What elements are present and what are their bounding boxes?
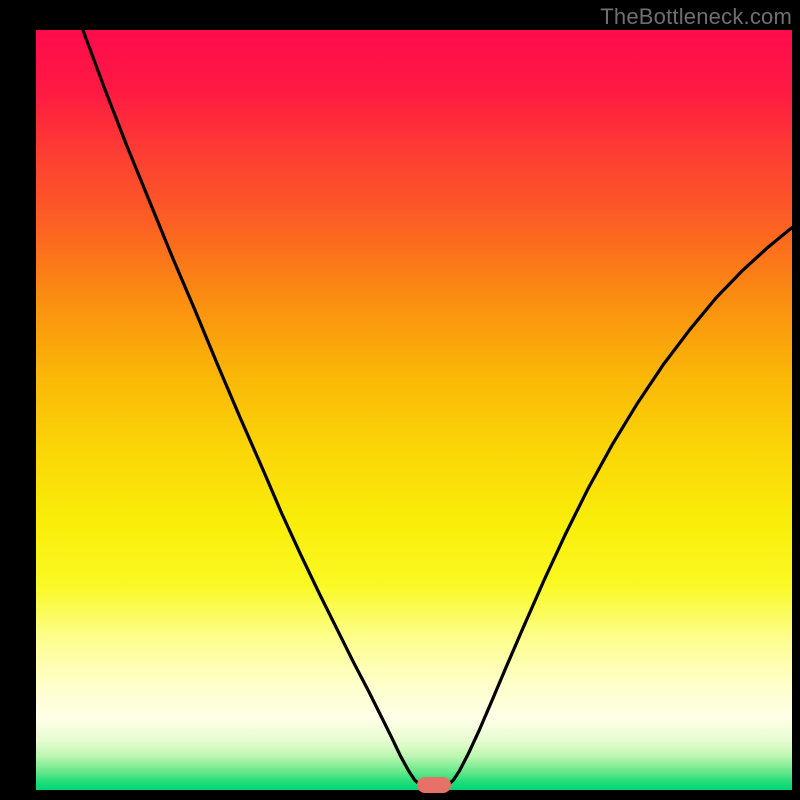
curve-layer xyxy=(36,30,792,790)
plot-area xyxy=(36,30,792,790)
bottleneck-curve-right xyxy=(448,228,792,785)
chart-container: TheBottleneck.com xyxy=(0,0,800,800)
optimum-marker xyxy=(417,777,451,793)
bottleneck-curve-left xyxy=(83,30,448,785)
watermark-text: TheBottleneck.com xyxy=(600,4,792,30)
